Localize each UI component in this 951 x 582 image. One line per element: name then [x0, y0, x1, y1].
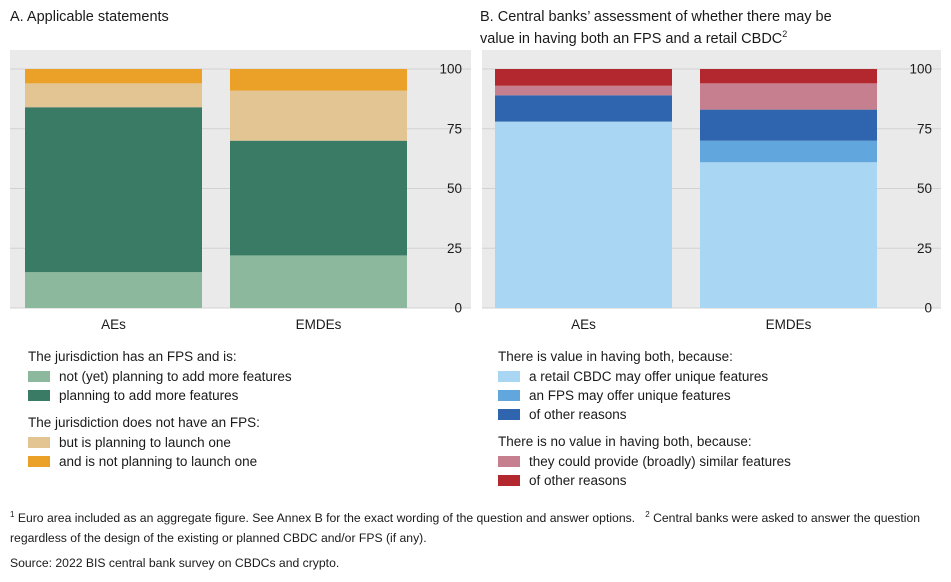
panel-a-bar-segment [230, 90, 407, 141]
legend-swatch [498, 456, 520, 467]
legend-swatch [498, 475, 520, 486]
panel-b-category-label: AEs [571, 317, 596, 332]
panel-a-legend: The jurisdiction has an FPS and is: not … [28, 347, 292, 471]
panel-a-title: A. Applicable statements [10, 9, 169, 25]
panel-b-bar-segment [700, 140, 877, 163]
legend-label: a retail CBDC may offer unique features [529, 369, 769, 384]
panel-b-bar-segment [495, 85, 672, 96]
legend-swatch [28, 456, 50, 467]
panel-b-legend: There is value in having both, because: … [498, 347, 791, 490]
panel-b-tick-label: 100 [909, 62, 932, 77]
panel-b-bar-segment [700, 162, 877, 308]
legend-label: of other reasons [529, 473, 627, 488]
legend-swatch [28, 371, 50, 382]
legend-swatch [28, 390, 50, 401]
panel-b-bar-segment [700, 69, 877, 84]
panel-b-tick-label: 75 [917, 121, 932, 136]
legend-swatch [498, 409, 520, 420]
panel-b-tick-label: 50 [917, 181, 932, 196]
legend-label: they could provide (broadly) similar fea… [529, 454, 791, 469]
panel-b-bar-segment [495, 69, 672, 86]
footnote-text-2: Central banks were asked to answer the q… [10, 511, 921, 546]
panel-a-tick-label: 25 [447, 241, 462, 256]
source-note: Source: 2022 BIS central bank survey on … [10, 556, 340, 570]
panel-a-tick-label: 50 [447, 181, 462, 196]
legend-item: a retail CBDC may offer unique features [498, 367, 791, 386]
legend-item: they could provide (broadly) similar fea… [498, 452, 791, 471]
legend-label: not (yet) planning to add more features [59, 369, 292, 384]
footnote-text-1: Euro area included as an aggregate figur… [17, 511, 636, 526]
footnote-marker-1: 1 [10, 510, 15, 519]
panel-b-bar-segment [700, 83, 877, 110]
legend-swatch [28, 437, 50, 448]
legend-swatch [498, 390, 520, 401]
panel-a-category-label: EMDEs [296, 317, 342, 332]
panel-a-tick-label: 100 [439, 62, 462, 77]
panel-a-bar-segment [25, 69, 202, 84]
panel-b-title-sup: 2 [782, 29, 788, 39]
legend-label: but is planning to launch one [59, 435, 231, 450]
footnote: 1 Euro area included as an aggregate fig… [10, 505, 940, 548]
legend-item: of other reasons [498, 405, 791, 424]
legend-item: an FPS may offer unique features [498, 386, 791, 405]
panel-a-bar-segment [230, 140, 407, 256]
panel-a-bar-segment [25, 272, 202, 308]
legend-item: and is not planning to launch one [28, 452, 292, 471]
panel-b-chart: AEs EMDEs 0 25 50 75 100 [482, 50, 941, 332]
legend-a-group1-title: The jurisdiction has an FPS and is: [28, 349, 237, 364]
footnote-marker-2: 2 [645, 510, 650, 519]
legend-label: planning to add more features [59, 388, 239, 403]
panel-b-title-line2: value in having both an FPS and a retail… [480, 30, 783, 47]
legend-label: of other reasons [529, 407, 627, 422]
legend-item: planning to add more features [28, 386, 292, 405]
panel-a-category-label: AEs [101, 317, 126, 332]
panel-b-bar-segment [495, 95, 672, 122]
panel-b-title: B. Central banks’ assessment of whether … [480, 9, 832, 48]
panel-a-bar-segment [25, 83, 202, 108]
panel-b-tick-label: 25 [917, 241, 932, 256]
legend-swatch [498, 371, 520, 382]
legend-label: an FPS may offer unique features [529, 388, 731, 403]
panel-b-bar-segment [700, 109, 877, 141]
legend-label: and is not planning to launch one [59, 454, 258, 469]
panel-a-tick-label: 0 [454, 301, 462, 316]
panel-a-tick-label: 75 [447, 121, 462, 136]
legend-item: not (yet) planning to add more features [28, 367, 292, 386]
legend-a-group2-title: The jurisdiction does not have an FPS: [28, 415, 260, 430]
legend-item: but is planning to launch one [28, 433, 292, 452]
legend-item: of other reasons [498, 471, 791, 490]
panel-b-tick-label: 0 [924, 301, 932, 316]
panel-b-category-label: EMDEs [766, 317, 812, 332]
legend-b-group1-title: There is value in having both, because: [498, 349, 733, 364]
panel-b-bar-segment [495, 121, 672, 308]
panel-a-bar-segment [230, 69, 407, 91]
panel-a-chart: AEs EMDEs 0 25 50 75 100 [10, 50, 471, 332]
panel-b-title-line1: B. Central banks’ assessment of whether … [480, 9, 832, 25]
panel-a-bar-segment [25, 107, 202, 273]
legend-b-group2-title: There is no value in having both, becaus… [498, 434, 752, 449]
panel-a-bar-segment [230, 255, 407, 308]
